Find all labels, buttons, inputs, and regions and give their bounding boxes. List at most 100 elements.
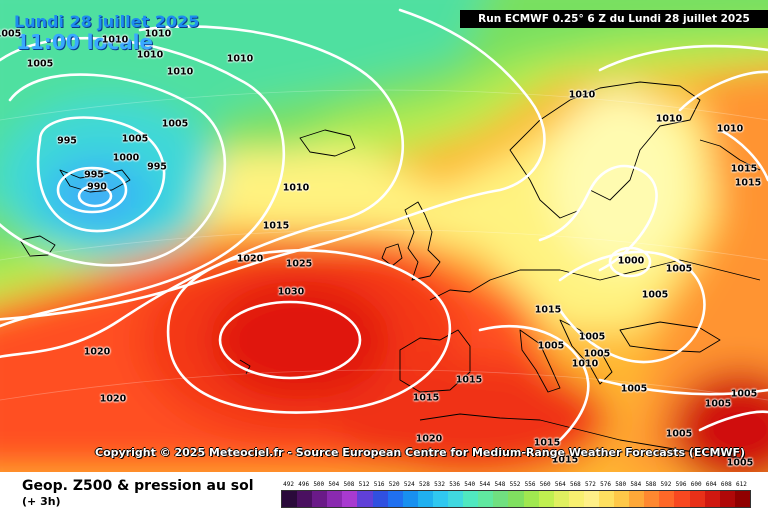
scale-swatch	[327, 491, 343, 507]
isobar-label: 1010	[144, 28, 172, 40]
isobar-label: 1010	[282, 182, 310, 194]
scale-tick-label: 604	[705, 481, 717, 488]
scale-tick-label: 496	[298, 481, 310, 488]
scale-swatch	[282, 491, 298, 507]
scale-tick-label: 504	[328, 481, 340, 488]
forecast-offset: (+ 3h)	[22, 495, 61, 508]
isobar-label: 1010	[716, 123, 744, 135]
isobar-label: 1010	[655, 113, 683, 125]
scale-tick-label: 568	[569, 481, 581, 488]
scale-swatch	[614, 491, 630, 507]
isobar-label: 1020	[83, 346, 111, 358]
scale-tick-label: 540	[464, 481, 476, 488]
weather-map: Lundi 28 juillet 2025 11:00 locale Run E…	[0, 0, 768, 472]
scale-tick-label: 500	[313, 481, 325, 488]
scale-tick-label: 544	[479, 481, 491, 488]
scale-swatch	[478, 491, 494, 507]
scale-swatch	[387, 491, 403, 507]
scale-swatch	[583, 491, 599, 507]
isobar-label: 1010	[101, 34, 129, 46]
isobar-label: 1010	[571, 358, 599, 370]
isobar-label: 1015	[533, 437, 561, 449]
isobar-label: 1020	[99, 393, 127, 405]
isobar-label: 1015	[551, 454, 579, 466]
scale-tick-label: 524	[403, 481, 415, 488]
scale-swatch	[342, 491, 358, 507]
scale-swatch	[629, 491, 645, 507]
isobar-label: 1015	[734, 177, 762, 189]
scale-tick-label: 596	[675, 481, 687, 488]
isobar-label: 1010	[226, 53, 254, 65]
scale-swatch	[644, 491, 660, 507]
scale-tick-label: 612	[736, 481, 747, 488]
scale-swatch	[463, 491, 479, 507]
isobar-label: 1030	[277, 286, 305, 298]
scale-swatch	[312, 491, 328, 507]
isobar-label: 1005	[26, 58, 54, 70]
isobar-label: 1005	[537, 340, 565, 352]
scale-swatch	[719, 491, 735, 507]
isobar-label: 990	[87, 181, 107, 193]
isobar-label: 1015	[262, 220, 290, 232]
isobar-label: 1005	[641, 289, 669, 301]
scale-tick-label: 512	[358, 481, 370, 488]
isobar-label: 1010	[136, 49, 164, 61]
scale-tick-label: 560	[539, 481, 551, 488]
scale-swatch	[402, 491, 418, 507]
isobar-label: 1005	[161, 118, 189, 130]
isobar-label: 1015	[730, 163, 758, 175]
geopotential-field	[0, 0, 768, 472]
isobar-label: 1000	[617, 255, 645, 267]
isobar-label: 1005	[704, 398, 732, 410]
isobar-label: 1015	[534, 304, 562, 316]
isobar-label: 1005	[730, 388, 758, 400]
isobar-label: 995	[84, 169, 104, 181]
scale-tick-label: 508	[343, 481, 355, 488]
isobar-label: 1015	[455, 374, 483, 386]
scale-swatch	[493, 491, 509, 507]
isobar-label: 1025	[285, 258, 313, 270]
scale-tick-label: 592	[660, 481, 672, 488]
scale-swatch	[372, 491, 388, 507]
isobar-label: 1005	[0, 28, 22, 40]
scale-swatch	[734, 491, 750, 507]
isobar-label: 995	[147, 161, 167, 173]
isobar-label: 1005	[726, 457, 754, 469]
product-title: Geop. Z500 & pression au sol	[22, 478, 254, 494]
scale-swatch	[448, 491, 464, 507]
scale-swatch	[659, 491, 675, 507]
isobar-label: 1005	[665, 263, 693, 275]
scale-tick-label: 520	[388, 481, 400, 488]
scale-tick-label: 564	[554, 481, 566, 488]
isobar-label: 1010	[166, 66, 194, 78]
isobar-label: 1005	[620, 383, 648, 395]
scale-tick-label: 532	[434, 481, 445, 488]
scale-swatch	[704, 491, 720, 507]
scale-swatch	[357, 491, 373, 507]
scale-tick-label: 584	[630, 481, 642, 488]
scale-tick-label: 588	[645, 481, 657, 488]
isobar-label: 1005	[121, 133, 149, 145]
scale-swatch	[553, 491, 569, 507]
scale-swatch	[674, 491, 690, 507]
scale-swatch	[689, 491, 705, 507]
scale-tick-label: 556	[524, 481, 536, 488]
scale-tick-label: 608	[720, 481, 732, 488]
isobar-label: 1005	[665, 428, 693, 440]
scale-tick-label: 492	[283, 481, 294, 488]
forecast-date: Lundi 28 juillet 2025	[14, 12, 200, 31]
scale-swatch	[432, 491, 449, 507]
forecast-local-time: 11:00 locale	[16, 30, 153, 54]
scale-swatch	[598, 491, 615, 507]
scale-tick-label: 600	[690, 481, 702, 488]
scale-tick-label: 552	[509, 481, 521, 488]
isobar-label: 1020	[236, 253, 264, 265]
isobar-label: 1005	[583, 348, 611, 360]
scale-tick-label: 580	[615, 481, 627, 488]
scale-swatch	[508, 491, 524, 507]
scale-tick-label: 528	[418, 481, 430, 488]
isobar-label: 1000	[112, 152, 140, 164]
scale-tick-label: 536	[449, 481, 461, 488]
isobar-label: 1015	[412, 392, 440, 404]
isobar-label: 1005	[578, 331, 606, 343]
